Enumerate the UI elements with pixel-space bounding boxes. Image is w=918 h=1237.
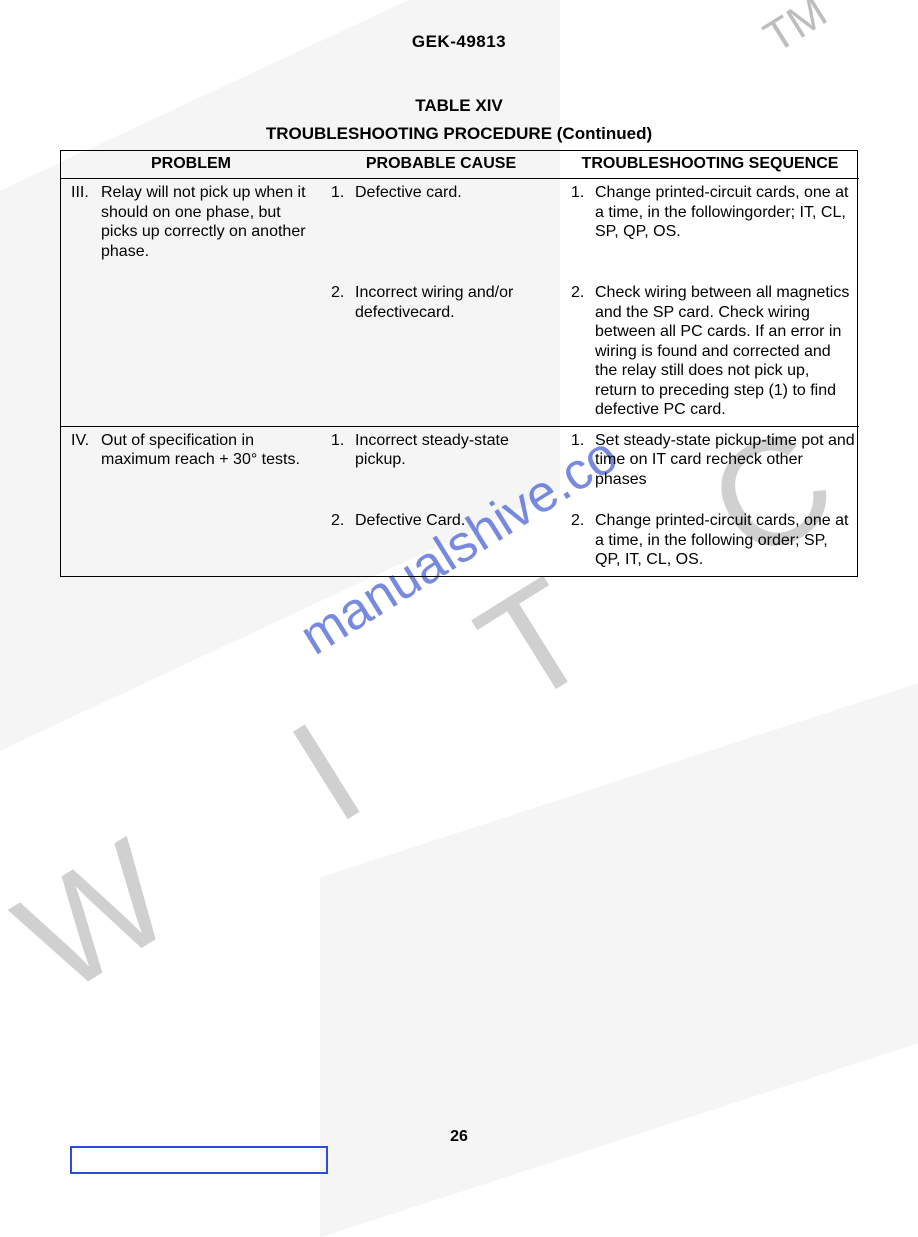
page-number: 26 [0,1128,918,1146]
sequence-text: Change printed-circuit cards, one at a t… [595,511,855,570]
sequence-item: 2. Check wiring between all magnetics an… [565,283,855,420]
col-header-cause: PROBABLE CAUSE [321,151,561,179]
problem-text: Relay will not pick up when it should on… [101,183,317,261]
table-header-row: PROBLEM PROBABLE CAUSE TROUBLESHOOTING S… [61,151,859,179]
cause-number: 1. [331,183,349,203]
spacer-row [61,495,859,507]
cause-number: 1. [331,431,349,470]
document-id: GEK-49813 [32,32,886,52]
sequence-item: 1. Set steady-state pickup-time pot and … [565,431,855,490]
cause-text: Incorrect wiring and/or defectivecard. [355,283,557,322]
col-header-sequence: TROUBLESHOOTING SEQUENCE [561,151,859,179]
spacer-row [61,267,859,279]
col-header-problem: PROBLEM [61,151,321,179]
page-content: GEK-49813 TABLE XIV TROUBLESHOOTING PROC… [0,0,918,597]
problem-cell: III. Relay will not pick up when it shou… [65,183,317,261]
sequence-text: Set steady-state pickup-time pot and tim… [595,431,855,490]
cause-text: Defective Card. [355,511,557,531]
sequence-number: 1. [571,431,589,490]
blue-rectangle [70,1146,328,1174]
sequence-number: 2. [571,283,589,420]
cause-item: 1. Defective card. [325,183,557,203]
troubleshooting-table: PROBLEM PROBABLE CAUSE TROUBLESHOOTING S… [60,150,858,577]
cause-number: 2. [331,283,349,322]
cause-number: 2. [331,511,349,531]
sequence-text: Check wiring between all magnetics and t… [595,283,855,420]
sequence-item: 1. Change printed-circuit cards, one at … [565,183,855,242]
table-row: III. Relay will not pick up when it shou… [61,179,859,268]
sequence-number: 1. [571,183,589,242]
sequence-item: 2. Change printed-circuit cards, one at … [565,511,855,570]
roman-numeral: IV. [71,431,95,470]
table-row: 2. Incorrect wiring and/or defectivecard… [61,279,859,426]
sequence-text: Change printed-circuit cards, one at a t… [595,183,855,242]
table-row: IV. Out of specification in maximum reac… [61,426,859,495]
cause-text: Incorrect steady-state pickup. [355,431,557,470]
cause-item: 2. Incorrect wiring and/or defectivecard… [325,283,557,322]
table-number: TABLE XIV [32,96,886,116]
roman-numeral: III. [71,183,95,261]
cause-item: 2. Defective Card. [325,511,557,531]
sequence-number: 2. [571,511,589,570]
cause-text: Defective card. [355,183,557,203]
table-caption: TROUBLESHOOTING PROCEDURE (Continued) [32,124,886,144]
watermark-gray-shape [320,683,918,1237]
problem-cell: IV. Out of specification in maximum reac… [65,431,317,470]
table-row: 2. Defective Card. 2. Change printed-cir… [61,507,859,576]
cause-item: 1. Incorrect steady-state pickup. [325,431,557,470]
problem-text: Out of specification in maximum reach + … [101,431,317,470]
